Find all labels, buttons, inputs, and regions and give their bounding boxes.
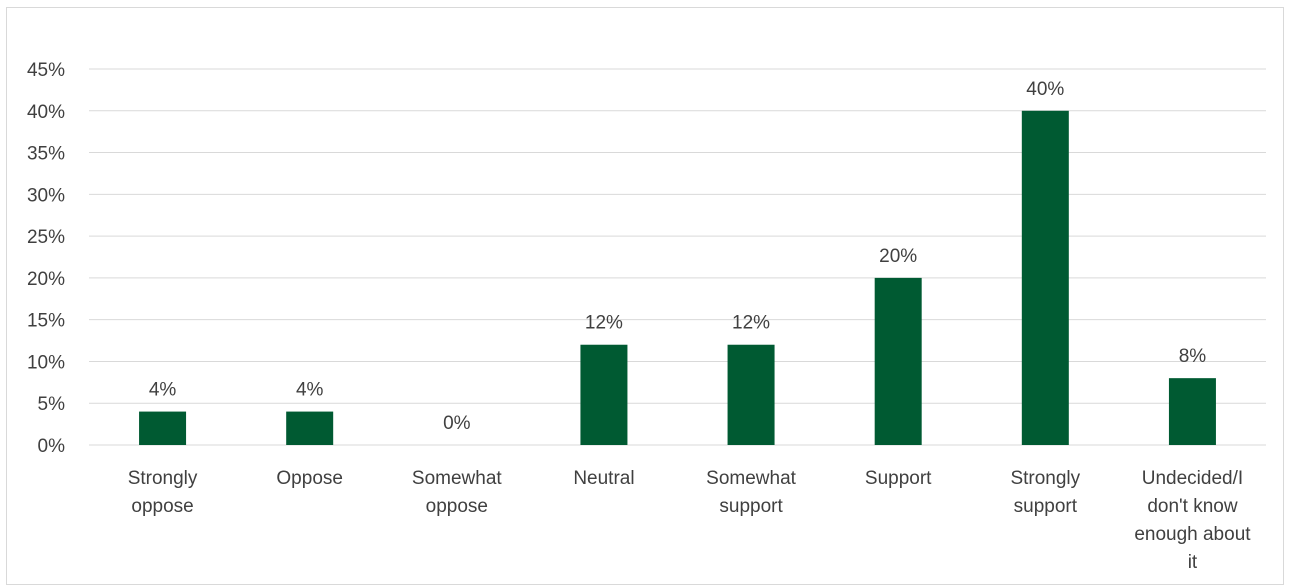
y-tick-label: 5% [38, 394, 66, 415]
y-tick-label: 30% [27, 185, 65, 206]
data-label: 20% [879, 246, 917, 267]
category-label: Strongly [1010, 468, 1080, 489]
category-label: it [1188, 552, 1198, 573]
category-label: enough about [1134, 524, 1251, 545]
data-label: 8% [1179, 346, 1207, 367]
category-label: don't know [1147, 496, 1238, 517]
bar [874, 277, 922, 445]
bar [1021, 110, 1069, 446]
bar [580, 344, 628, 445]
y-tick-label: 20% [27, 269, 65, 290]
category-label: Undecided/I [1142, 468, 1243, 489]
y-tick-label: 35% [27, 144, 65, 165]
category-label: Neutral [573, 468, 634, 489]
data-label: 12% [732, 313, 770, 334]
data-label: 4% [149, 380, 177, 401]
y-tick-label: 45% [27, 60, 65, 81]
category-label: oppose [426, 496, 488, 517]
data-label: 12% [585, 313, 623, 334]
y-tick-label: 25% [27, 227, 65, 248]
y-tick-label: 0% [38, 436, 66, 457]
bars [139, 110, 1216, 446]
gridlines [89, 68, 1266, 446]
category-label: Somewhat [706, 468, 796, 489]
category-label: oppose [131, 496, 193, 517]
category-label: Somewhat [412, 468, 502, 489]
data-labels: 4% 4% 0% 12% 12% 20% 40% 8% [149, 79, 1206, 434]
bar [286, 411, 334, 445]
category-label: support [719, 496, 783, 517]
bar [727, 344, 775, 445]
y-tick-label: 10% [27, 352, 65, 373]
category-label: Support [865, 468, 932, 489]
data-label: 0% [443, 413, 471, 434]
bar [139, 411, 187, 445]
y-axis-ticks: 0% 5% 10% 15% 20% 25% 30% 35% 40% 45% [27, 60, 65, 457]
data-label: 40% [1026, 79, 1064, 100]
y-tick-label: 40% [27, 102, 65, 123]
bar [1168, 378, 1216, 445]
chart-frame [6, 7, 1284, 585]
category-label: support [1014, 496, 1078, 517]
category-label: Oppose [276, 468, 343, 489]
x-axis-categories: Strongly oppose Oppose Somewhat oppose Neutra… [128, 468, 1252, 573]
y-tick-label: 15% [27, 311, 65, 332]
category-label: Strongly [128, 468, 198, 489]
data-label: 4% [296, 380, 324, 401]
